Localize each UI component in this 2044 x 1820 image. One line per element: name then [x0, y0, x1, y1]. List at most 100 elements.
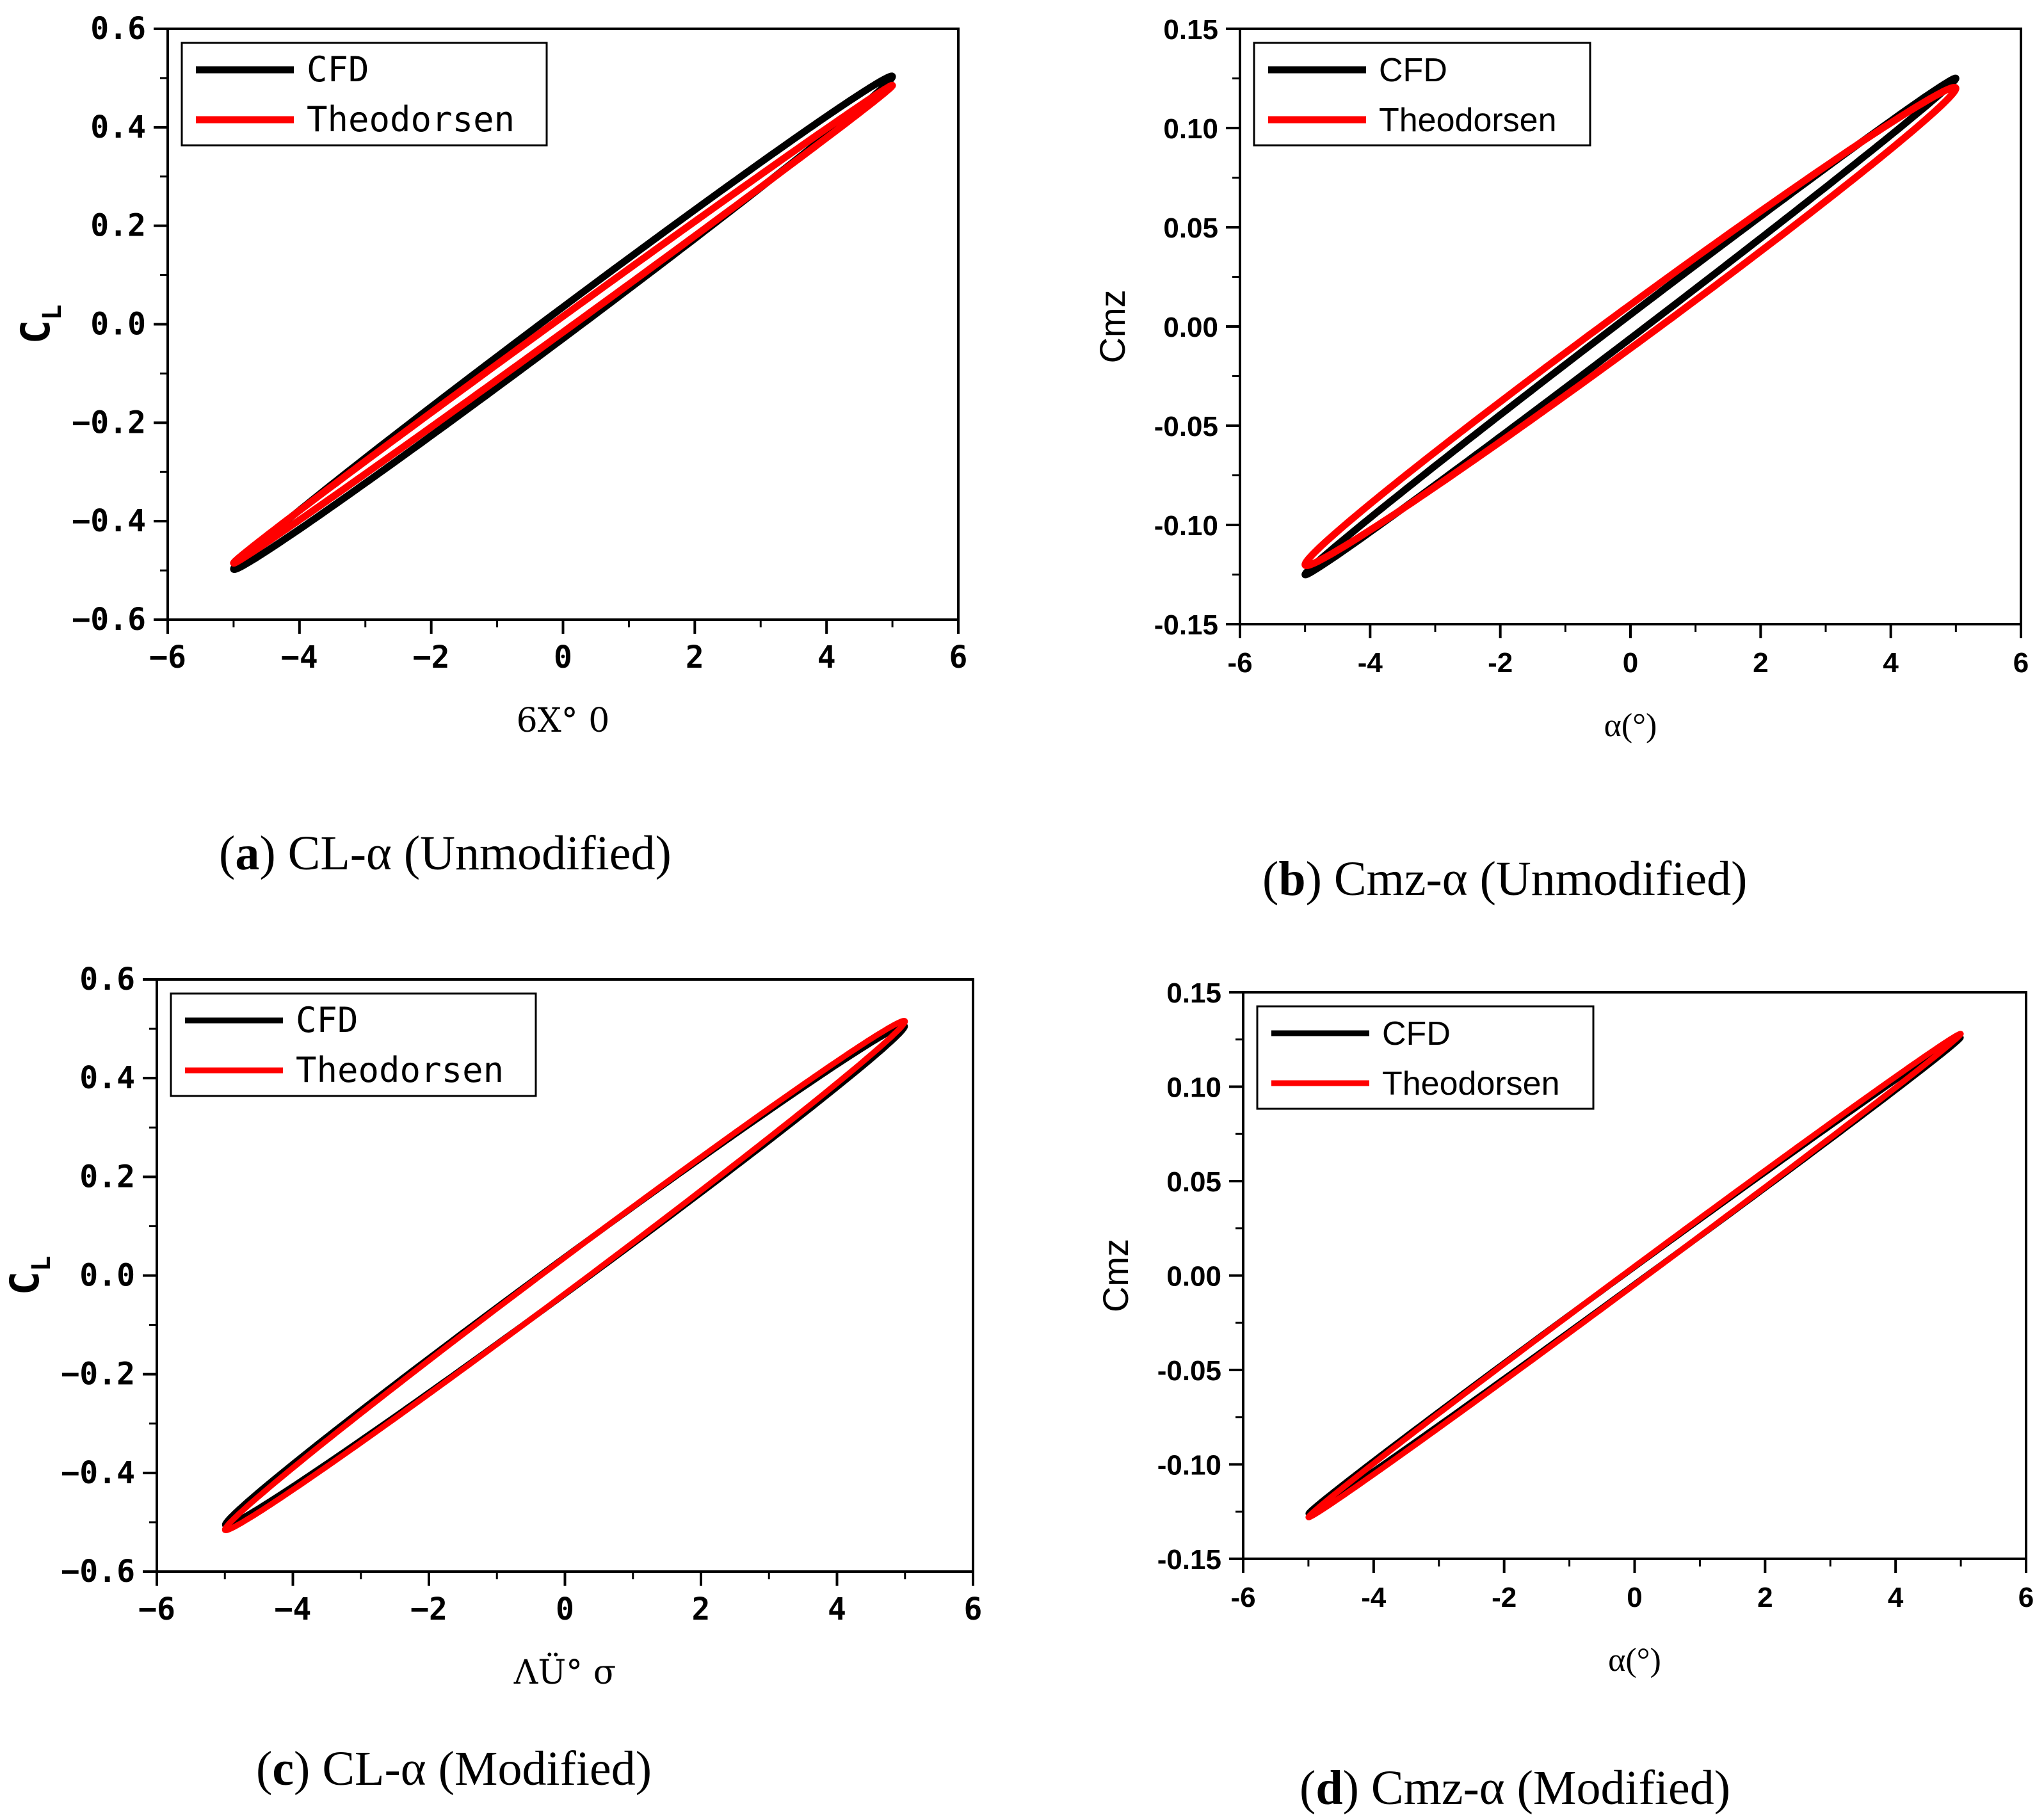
- legend-label-theodorsen-c: Theodorsen: [296, 1050, 504, 1090]
- legend-box-c: [170, 992, 537, 1097]
- y-tick-label-d: 0.00: [1166, 1261, 1221, 1293]
- legend-box-d: [1256, 1005, 1595, 1110]
- y-tick-label-a: 0.2: [90, 208, 146, 244]
- x-tick-label-b: -6: [1227, 647, 1252, 679]
- x-tick-label-a: 6: [949, 640, 968, 675]
- legend-c: CFD Theodorsen: [170, 992, 537, 1097]
- x-tick-label-a: 0: [554, 640, 572, 675]
- x-tick-label-a: −6: [149, 640, 186, 675]
- series-theodorsen-d: [1305, 1031, 1964, 1520]
- x-tick-label-d: -2: [1492, 1582, 1517, 1613]
- y-tick-label-c: 0.0: [79, 1258, 135, 1294]
- y-tick-label-c: −0.4: [61, 1455, 135, 1491]
- series-theodorsen-a: [230, 81, 896, 567]
- legend-label-cfd-d: CFD: [1382, 1015, 1451, 1052]
- x-tick-label-a: 4: [817, 640, 836, 675]
- caption-d-text: Cmz-α (Modified): [1371, 1761, 1731, 1815]
- x-tick-label-c: 4: [828, 1591, 846, 1627]
- series-theodorsen-c: [221, 1018, 908, 1533]
- x-tick-label-d: 2: [1757, 1582, 1773, 1613]
- y-tick-label-b: 0.10: [1163, 113, 1218, 145]
- caption-c-letter: c: [272, 1742, 294, 1796]
- caption-a-text: CL-α (Unmodified): [287, 826, 672, 880]
- y-tick-label-b: -0.05: [1154, 411, 1218, 442]
- legend-label-cfd-b: CFD: [1379, 52, 1447, 89]
- y-axis-label-group-a: CL: [12, 305, 67, 344]
- y-axis-label-group-d: Cmz: [1095, 1239, 1136, 1312]
- caption-b: (b) Cmz-α (Unmodified): [1262, 852, 1748, 906]
- y-axis-label-b: Cmz: [1092, 289, 1132, 363]
- x-tick-label-c: 6: [964, 1591, 983, 1627]
- caption-b-letter: b: [1278, 852, 1306, 906]
- x-tick-label-d: 6: [2018, 1582, 2034, 1613]
- x-tick-label-c: −4: [275, 1591, 312, 1627]
- y-axis-label-sub-a: L: [38, 305, 67, 320]
- y-tick-label-b: 0.05: [1163, 213, 1218, 244]
- y-tick-label-d: -0.15: [1157, 1544, 1221, 1575]
- chart-a: −6 −4 −2 0 2 4 6 −0.6 −0.4 −0.2 0.0 0.2 0.4 0.6 6X° 0 C…: [12, 11, 967, 740]
- x-axis-label-b: α(°): [1604, 707, 1657, 744]
- chart-b: -6 -4 -2 0 2 4 6 -0.15 -0.10 -0.05 0.00 0.05 0.10 0.1…: [1092, 14, 2029, 744]
- x-tick-label-c: −6: [138, 1591, 175, 1627]
- caption-c: (c) CL-α (Modified): [256, 1742, 652, 1796]
- x-tick-label-b: -2: [1488, 647, 1513, 679]
- caption-d: (d) Cmz-α (Modified): [1300, 1761, 1731, 1815]
- y-axis-label-group-c: CL: [1, 1256, 56, 1295]
- chart-d: -6 -4 -2 0 2 4 6 -0.15 -0.10 -0.05 0.00 0.05 0.10 0.1…: [1095, 978, 2034, 1679]
- caption-d-letter: d: [1316, 1761, 1343, 1815]
- caption-a-letter: a: [235, 826, 260, 880]
- legend-box-b: [1253, 42, 1591, 147]
- y-tick-label-c: 0.6: [79, 962, 135, 997]
- legend-b: CFD Theodorsen: [1253, 42, 1591, 147]
- y-tick-label-d: -0.05: [1157, 1355, 1221, 1387]
- legend-label-theodorsen-d: Theodorsen: [1382, 1065, 1560, 1102]
- y-tick-label-d: 0.15: [1166, 978, 1221, 1009]
- y-tick-label-b: 0.15: [1163, 14, 1218, 45]
- legend-d: CFD Theodorsen: [1256, 1005, 1595, 1110]
- y-tick-label-a: 0.4: [90, 109, 146, 145]
- y-tick-label-d: 0.10: [1166, 1072, 1221, 1104]
- legend-label-theodorsen-b: Theodorsen: [1379, 102, 1557, 139]
- y-tick-label-a: 0.0: [90, 307, 146, 342]
- x-axis-label-a: 6X° 0: [517, 702, 610, 740]
- x-axis-label-d: α(°): [1608, 1642, 1661, 1679]
- x-tick-label-b: 2: [1753, 647, 1768, 679]
- y-tick-label-b: -0.10: [1154, 510, 1218, 542]
- y-tick-label-a: −0.2: [72, 405, 146, 440]
- x-tick-label-a: −4: [281, 640, 318, 675]
- y-tick-label-d: 0.05: [1166, 1166, 1221, 1198]
- y-tick-label-a: −0.4: [72, 503, 146, 539]
- caption-c-text: CL-α (Modified): [322, 1742, 652, 1796]
- x-tick-label-a: −2: [413, 640, 450, 675]
- y-tick-label-d: -0.10: [1157, 1450, 1221, 1481]
- x-tick-label-c: −2: [410, 1591, 447, 1627]
- y-tick-label-b: 0.00: [1163, 312, 1218, 343]
- x-tick-label-c: 2: [692, 1591, 711, 1627]
- x-tick-label-d: 4: [1888, 1582, 1904, 1613]
- x-tick-label-b: 6: [2013, 647, 2029, 679]
- legend-box-a: [181, 42, 548, 147]
- y-tick-label-b: -0.15: [1154, 609, 1218, 641]
- x-axis-label-c: ΛÜ° σ: [513, 1653, 616, 1692]
- y-tick-label-a: 0.6: [90, 11, 146, 47]
- y-tick-label-c: −0.2: [61, 1357, 135, 1392]
- chart-c: −6 −4 −2 0 2 4 6 −0.6 −0.4 −0.2 0.0 0.2 0.4 0.6 ΛÜ° σ C…: [1, 962, 982, 1692]
- y-axis-label-sub-c: L: [27, 1256, 56, 1271]
- y-tick-label-c: 0.2: [79, 1159, 135, 1195]
- y-tick-label-c: 0.4: [79, 1060, 135, 1096]
- x-tick-label-d: -4: [1361, 1582, 1387, 1613]
- y-tick-label-c: −0.6: [61, 1554, 135, 1590]
- legend-label-cfd-c: CFD: [296, 1000, 358, 1040]
- x-tick-label-b: 4: [1883, 647, 1899, 679]
- y-tick-label-a: −0.6: [72, 602, 146, 638]
- x-tick-label-d: -6: [1230, 1582, 1255, 1613]
- caption-a: (a) CL-α (Unmodified): [219, 826, 672, 880]
- caption-b-text: Cmz-α (Unmodified): [1333, 852, 1748, 906]
- series-cfd-c: [221, 1022, 908, 1529]
- x-tick-label-d: 0: [1627, 1582, 1642, 1613]
- series-theodorsen-b: [1301, 84, 1960, 569]
- legend-label-theodorsen-a: Theodorsen: [307, 99, 515, 140]
- legend-a: CFD Theodorsen: [181, 42, 548, 147]
- x-tick-label-b: -4: [1358, 647, 1383, 679]
- x-tick-label-c: 0: [556, 1591, 574, 1627]
